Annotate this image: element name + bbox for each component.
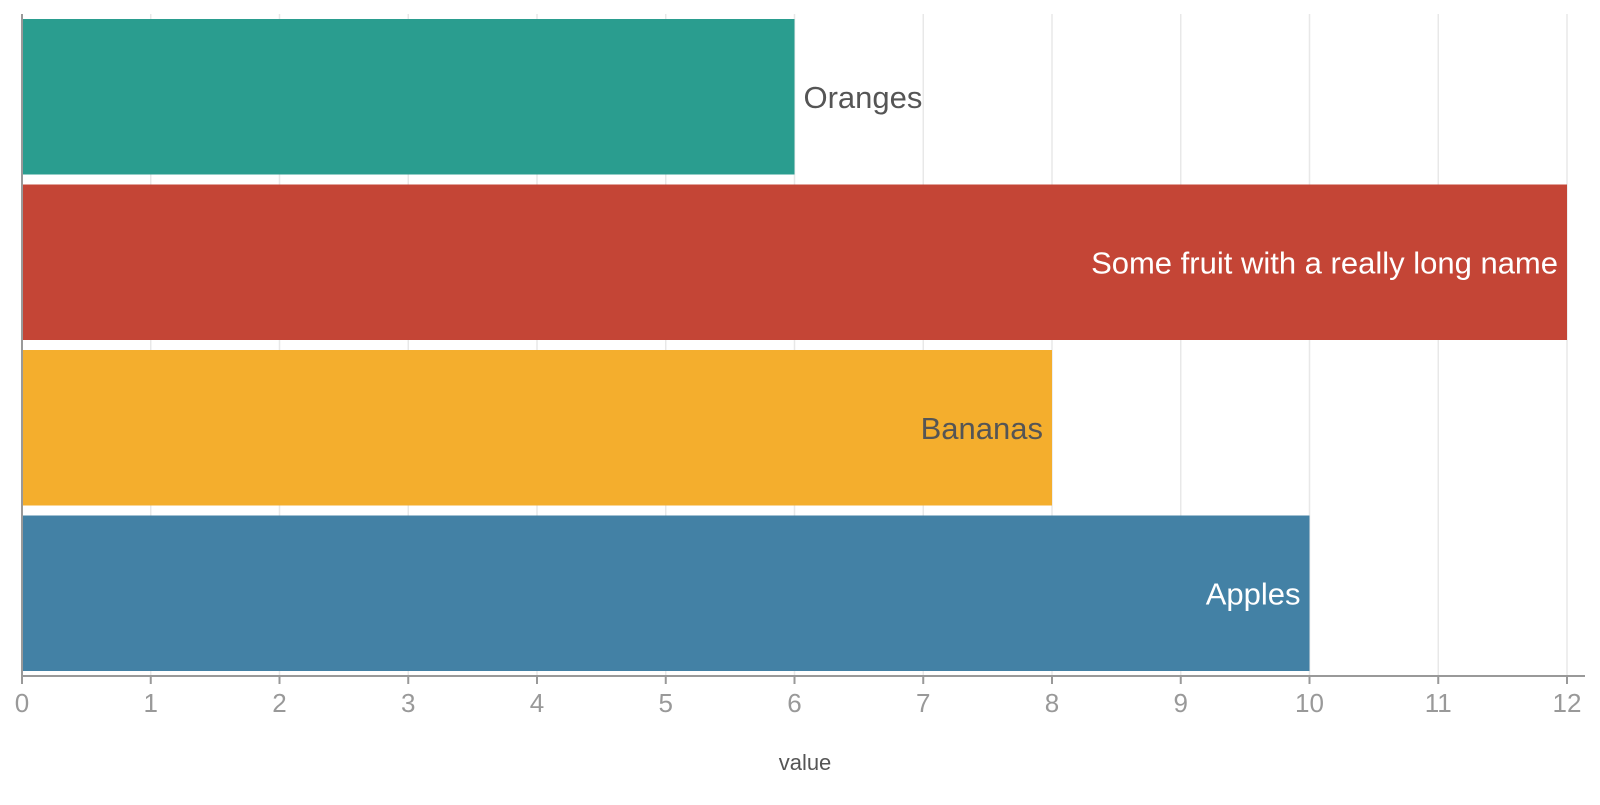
- x-tick-label: 9: [1174, 688, 1188, 718]
- x-tick-label: 3: [401, 688, 415, 718]
- x-tick-label: 4: [530, 688, 544, 718]
- x-axis: 0 1 2 3 4 5 6 7 8 9 10 11 12: [15, 14, 1585, 718]
- x-tick-label: 10: [1295, 688, 1324, 718]
- x-tick-label: 6: [787, 688, 801, 718]
- bar: [22, 515, 1310, 671]
- x-tick-label: 5: [659, 688, 673, 718]
- x-tick-label: 2: [272, 688, 286, 718]
- bar-label: Oranges: [804, 80, 923, 115]
- x-tick-label: 8: [1045, 688, 1059, 718]
- bar: [22, 19, 795, 175]
- x-tick-label: 11: [1425, 688, 1452, 718]
- x-tick-label: 0: [15, 688, 29, 718]
- bar-label: Bananas: [921, 411, 1043, 446]
- bar: [22, 184, 1567, 340]
- x-tick-label: 12: [1553, 688, 1582, 718]
- bar-label: Some fruit with a really long name: [1091, 245, 1558, 280]
- bar: [22, 350, 1052, 506]
- x-tick-label: 1: [144, 688, 158, 718]
- bars: Oranges Some fruit with a really long nam…: [22, 19, 1567, 671]
- bar-label: Apples: [1206, 576, 1301, 611]
- x-tick-label: 7: [916, 688, 930, 718]
- x-axis-title: value: [779, 750, 832, 775]
